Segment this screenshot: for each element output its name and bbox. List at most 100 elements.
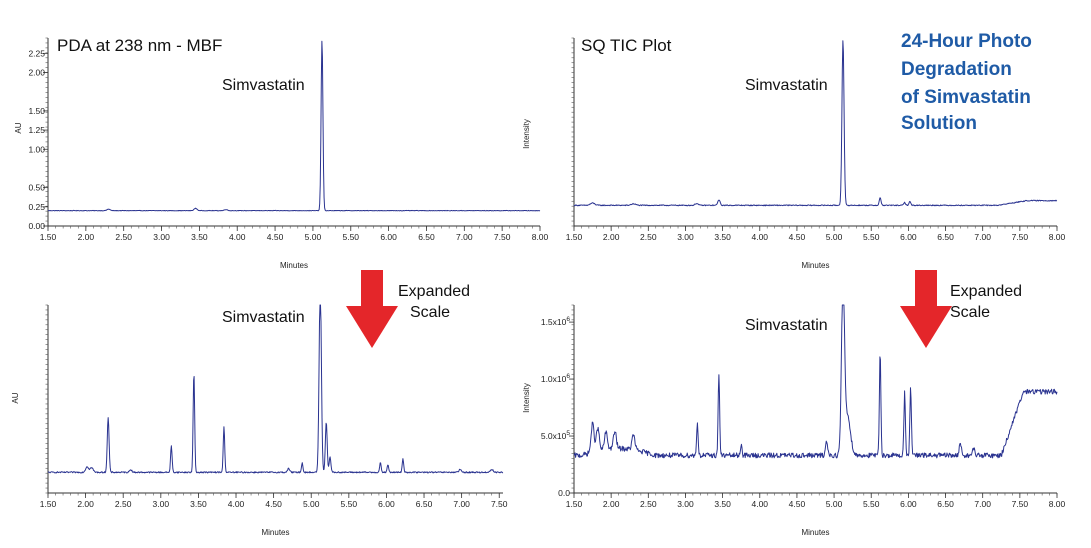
x-tick-label: 7.00 [974,499,991,509]
x-tick-label: 1.50 [566,232,583,242]
x-tick-label: 3.00 [677,499,694,509]
x-tick-label: 3.00 [153,232,170,242]
x-tick-label: 5.50 [342,232,359,242]
arrow-right-note-line-1: Expanded [950,283,1022,300]
x-tick-label: 3.00 [153,499,170,509]
x-axis-label: Minutes [801,528,829,537]
y-tick-label: 1.50 [28,106,45,116]
y-tick-label: 0.50 [28,183,45,193]
x-tick-label: 7.50 [494,232,511,242]
y-tick-label: 0.00 [28,221,45,231]
chromatogram-trace [47,40,541,212]
x-tick-label: 3.50 [714,232,731,242]
y-tick-label: 2.25 [28,48,45,58]
x-tick-label: 5.50 [863,232,880,242]
x-tick-label: 3.50 [190,499,207,509]
x-tick-label: 4.00 [229,232,246,242]
x-tick-label: 7.00 [974,232,991,242]
x-tick-label: 5.00 [305,232,322,242]
arrow-right-shaft [915,270,937,308]
x-tick-label: 4.00 [228,499,245,509]
x-tick-label: 4.50 [265,499,282,509]
arrow-right-head [900,306,952,348]
x-tick-label: 4.00 [751,232,768,242]
x-tick-label: 8.00 [532,232,549,242]
arrow-left-note-line-1: Expanded [398,283,470,300]
x-tick-label: 4.50 [267,232,284,242]
x-tick-label: 5.50 [863,499,880,509]
x-tick-label: 6.50 [937,232,954,242]
x-tick-label: 2.00 [603,232,620,242]
y-axis-label: AU [11,392,20,403]
y-tick-label: 1.25 [28,125,45,135]
arrow-left-head [346,306,398,348]
x-tick-label: 7.50 [491,499,508,509]
x-tick-label: 7.00 [453,499,470,509]
x-tick-label: 3.50 [714,499,731,509]
x-tick-label: 1.50 [40,499,57,509]
x-tick-label: 7.50 [1012,499,1029,509]
x-tick-label: 2.50 [115,499,132,509]
y-axis-label: AU [14,122,23,133]
peak-annotation: Simvastatin [745,77,828,94]
x-tick-label: 5.50 [341,499,358,509]
y-axis-label: Intensity [522,119,531,149]
x-tick-label: 3.50 [191,232,208,242]
x-tick-label: 5.00 [303,499,320,509]
arrow-left-shaft [361,270,383,308]
chart-panel-3: 1.50 2.00 2.50 3.00 3.50 4.00 4.50 5.00 5.50 6.00… [11,304,508,537]
chromatogram-trace [47,304,504,474]
x-tick-label: 1.50 [566,499,583,509]
x-tick-label: 2.00 [603,499,620,509]
chromatogram-trace [573,40,1058,207]
x-tick-label: 7.50 [1012,232,1029,242]
x-tick-label: 4.00 [751,499,768,509]
x-tick-label: 6.50 [418,232,435,242]
peak-annotation: Simvastatin [222,309,305,326]
x-tick-label: 4.50 [789,499,806,509]
chart-panel-1: 1.50 2.00 2.50 3.00 3.50 4.00 4.50 5.00 5.50 6.00… [14,36,549,270]
chart-panel-2: 1.50 2.00 2.50 3.00 3.50 4.00 4.50 5.00 5.50 6.00… [522,36,1066,270]
y-tick-label: 0.0 [558,488,570,498]
x-tick-label: 7.00 [456,232,473,242]
peak-annotation: Simvastatin [222,77,305,94]
y-tick-label: 0.25 [28,202,45,212]
x-tick-label: 2.50 [115,232,132,242]
x-tick-label: 2.00 [78,232,95,242]
y-tick-label: 1.5x106 [541,316,571,327]
y-axis-label: Intensity [522,383,531,413]
x-tick-label: 6.00 [900,232,917,242]
panel-title: SQ TIC Plot [581,36,672,55]
x-tick-label: 2.50 [640,232,657,242]
x-tick-label: 6.00 [378,499,395,509]
x-axis-label: Minutes [280,261,308,270]
headline-line-1: 24-Hour Photo [901,31,1032,52]
x-tick-label: 5.00 [826,232,843,242]
y-tick-label: 2.00 [28,68,45,78]
arrow-right-note-line-2: Scale [950,304,990,321]
expand-arrow-left [346,270,398,348]
panel-title: PDA at 238 nm - MBF [57,36,222,55]
chart-panel-4: 1.50 2.00 2.50 3.00 3.50 4.00 4.50 5.00 5.50 6.00… [522,304,1066,537]
chromatogram-trace [573,304,1058,459]
x-axis-label: Minutes [801,261,829,270]
y-tick-label: 5.0x105 [541,430,571,441]
headline-line-2: Degradation [901,59,1012,80]
x-tick-label: 3.00 [677,232,694,242]
peak-annotation: Simvastatin [745,317,828,334]
x-tick-label: 1.50 [40,232,57,242]
x-tick-label: 2.50 [640,499,657,509]
arrow-left-note-line-2: Scale [410,304,450,321]
y-tick-label: 1.0x106 [541,373,571,384]
x-tick-label: 5.00 [826,499,843,509]
expand-arrow-right [900,270,952,348]
x-axis-label: Minutes [261,528,289,537]
y-tick-label: 1.00 [28,144,45,154]
x-tick-label: 8.00 [1049,499,1066,509]
x-tick-label: 6.00 [380,232,397,242]
x-tick-label: 8.00 [1049,232,1066,242]
x-tick-label: 4.50 [789,232,806,242]
x-tick-label: 6.50 [937,499,954,509]
headline-line-4: Solution [901,113,977,134]
